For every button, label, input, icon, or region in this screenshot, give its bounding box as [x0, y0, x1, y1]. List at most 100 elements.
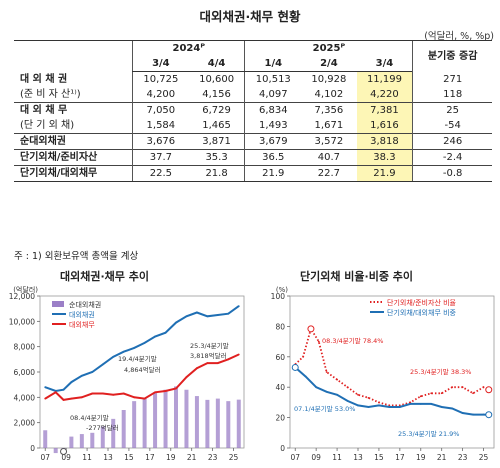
data-point: [419, 403, 422, 405]
data-point: [357, 393, 359, 396]
y-tick-label: 20: [275, 414, 285, 423]
data-point: [54, 391, 57, 394]
row-label: 단기외채/준비자산: [14, 149, 133, 166]
table-cell: 10,928: [311, 74, 347, 85]
table-cell: 4,156: [202, 89, 231, 100]
bar-mark: [226, 401, 231, 448]
data-point: [482, 413, 485, 416]
y-tick-label: 12,000: [9, 292, 35, 301]
table-cell: 22.7: [301, 165, 357, 182]
data-point: [143, 397, 146, 400]
data-point: [237, 353, 240, 356]
data-point: [336, 393, 338, 396]
change-cell: -0.8: [412, 165, 492, 182]
data-point: [44, 397, 47, 400]
x-tick-label: 15: [374, 453, 384, 462]
y-axis-label: (억달러): [13, 286, 38, 294]
annotation-marker: [291, 363, 299, 371]
table-cell: 4,102: [314, 89, 344, 100]
data-point: [440, 392, 443, 395]
data-point: [62, 388, 65, 391]
data-point: [336, 378, 338, 381]
data-point: [317, 340, 320, 343]
row-label: (단 기 외 채): [20, 120, 75, 131]
x-tick-label: 25: [479, 453, 489, 462]
row-label: 대 외 채 무: [14, 102, 133, 118]
change-cell: 25: [412, 102, 492, 118]
y-tick-label: 10,000: [9, 317, 35, 326]
chart-title: 단기외채 비율·비중 추이: [300, 270, 414, 283]
data-point: [206, 362, 209, 365]
data-point: [472, 413, 474, 416]
data-point: [451, 407, 454, 410]
bar-mark: [153, 392, 158, 448]
annotation-label: -277억달러: [86, 423, 119, 432]
annotation-label: 25.3/4분기말 21.9%: [398, 429, 459, 438]
data-point: [196, 311, 198, 314]
table-cell: 7,381: [356, 102, 413, 118]
quarter-header: 3/4: [356, 56, 413, 72]
data-point: [388, 404, 391, 407]
table-cell: 3,676: [131, 133, 189, 150]
table-cell: 3,572: [301, 133, 357, 150]
plot-frame: [289, 295, 495, 449]
x-tick-label: 17: [145, 453, 155, 462]
debt-table: 2024ᴾ 2025ᴾ 분기중 증감 3/4 4/4 1/4 2/4 3/4 대…: [14, 40, 492, 182]
change-cell: 246: [412, 133, 492, 150]
data-point: [325, 390, 328, 393]
data-point: [206, 315, 209, 318]
data-point: [133, 347, 136, 349]
data-point: [216, 362, 219, 365]
table-cell: 1,616: [356, 118, 413, 134]
data-point: [440, 406, 443, 408]
data-point: [315, 386, 318, 389]
data-point: [472, 392, 474, 395]
table-cell: 10,513: [244, 71, 302, 87]
footnote: 주 : 1) 외환보유액 총액을 계상: [14, 251, 139, 262]
table-cell: 21.9: [356, 165, 413, 182]
table-cell: 40.7: [301, 149, 357, 166]
x-tick-label: 21: [187, 453, 197, 462]
y-tick-label: 80: [275, 322, 285, 331]
bar-mark: [236, 399, 241, 448]
data-point: [154, 391, 156, 394]
change-header: 분기중 증감: [412, 40, 492, 72]
bar-mark: [142, 398, 147, 448]
x-tick-label: 15: [124, 453, 134, 462]
external-claims-chart: 0 2,000 4,000 6,000 8,000 10,000 12,000 07 09 11 1…: [9, 286, 245, 462]
table-cell: 1,465: [202, 120, 231, 131]
data-point: [112, 393, 115, 396]
short-term-debt-chart: 0 20 40 60 80 100 07 09 11 13 15 17 19 21 23 25 (%) 단기외채/…: [271, 286, 495, 462]
table-cell: 1,493: [244, 118, 302, 134]
legend-swatch: [52, 301, 64, 307]
data-point: [346, 399, 349, 402]
x-tick-label: 11: [82, 453, 92, 462]
bar-mark: [215, 398, 220, 448]
table-cell: 10,725: [131, 71, 189, 87]
bar-mark: [121, 410, 126, 448]
data-point: [367, 396, 370, 399]
annotation-label: 25.3/4분기말: [190, 341, 229, 350]
data-point: [430, 403, 433, 405]
bar-mark: [53, 448, 58, 454]
data-point: [461, 412, 464, 414]
y-tick-label: 0: [30, 444, 35, 453]
bar-mark: [69, 436, 74, 448]
data-point: [70, 397, 73, 400]
bar-mark: [90, 432, 95, 448]
data-point: [62, 398, 65, 401]
x-tick-label: 11: [332, 453, 342, 462]
row-label: 단기외채/대외채무: [14, 165, 133, 182]
bar-mark: [163, 389, 168, 448]
data-point: [91, 371, 94, 373]
data-point: [451, 386, 454, 389]
data-point: [185, 376, 188, 378]
table-cell: 4,200: [131, 87, 189, 103]
table-cell: 4,220: [356, 87, 413, 103]
quarter-header: 2/4: [301, 56, 357, 72]
bar-mark: [205, 399, 210, 448]
table-cell: 11,199: [356, 71, 413, 87]
annotation-label: 19.4/4분기말: [118, 354, 157, 363]
data-point: [154, 335, 156, 338]
series-line: [294, 366, 489, 416]
